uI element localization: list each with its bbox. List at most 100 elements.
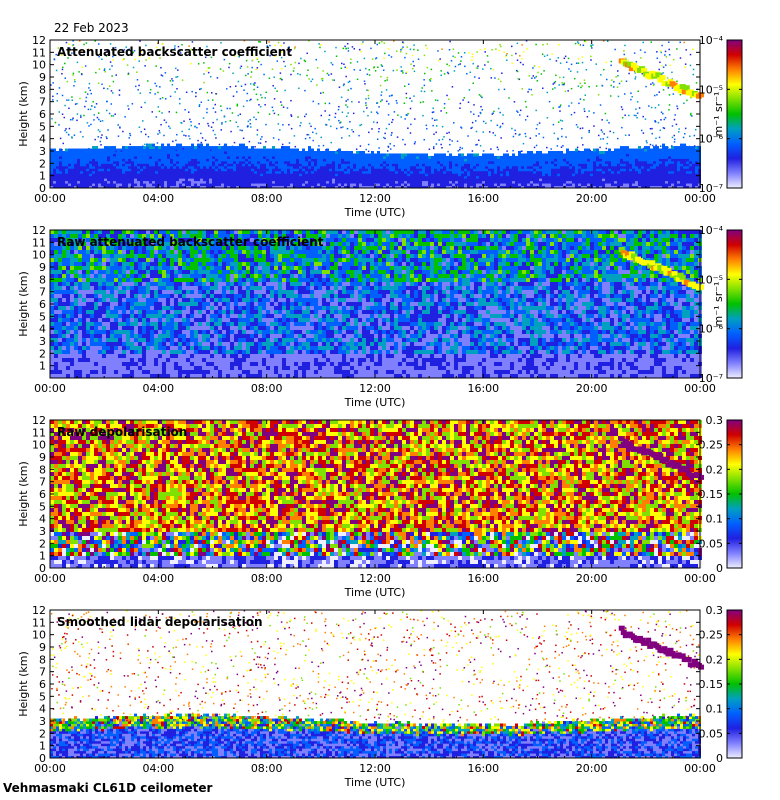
y-tick-label: 9 — [39, 641, 46, 654]
y-tick-label: 9 — [39, 71, 46, 84]
x-axis-label: Time (UTC) — [344, 776, 406, 789]
y-tick-label: 2 — [39, 157, 46, 170]
y-tick-label: 6 — [39, 108, 46, 121]
y-tick-label: 3 — [39, 335, 46, 348]
y-tick-label: 6 — [39, 298, 46, 311]
y-tick-label: 10 — [32, 59, 46, 72]
x-tick-label: 16:00 — [467, 572, 499, 585]
y-tick-label: 7 — [39, 286, 46, 299]
x-tick-label: 00:00 — [34, 192, 66, 205]
colorbar-tick-label: 0 — [716, 562, 723, 575]
x-tick-label: 12:00 — [359, 762, 391, 775]
panel-title: Attenuated backscatter coefficient — [57, 45, 292, 59]
x-tick-label: 04:00 — [142, 572, 174, 585]
x-tick-label: 08:00 — [251, 572, 283, 585]
colorbar-tick-label: 10⁻⁴ — [699, 224, 724, 237]
y-tick-label: 1 — [39, 360, 46, 373]
x-tick-label: 20:00 — [576, 382, 608, 395]
colorbar-unit-label: m⁻¹ sr⁻¹ — [712, 92, 725, 137]
y-tick-label: 4 — [39, 133, 46, 146]
y-tick-label: 12 — [32, 414, 46, 427]
y-tick-label: 7 — [39, 666, 46, 679]
panel-title: Smoothed lidar depolarisation — [57, 615, 263, 629]
colorbar-tick-label: 0.25 — [699, 629, 724, 642]
colorbar-unit-label: m⁻¹ sr⁻¹ — [712, 282, 725, 327]
y-tick-label: 8 — [39, 463, 46, 476]
x-tick-label: 12:00 — [359, 572, 391, 585]
y-tick-label: 9 — [39, 261, 46, 274]
y-tick-label: 2 — [39, 537, 46, 550]
x-axis-label: Time (UTC) — [344, 586, 406, 599]
x-axis-label: Time (UTC) — [344, 396, 406, 409]
colorbar-tick-label: 0 — [716, 752, 723, 765]
colorbar-scale — [727, 40, 742, 188]
y-tick-label: 4 — [39, 323, 46, 336]
x-tick-label: 04:00 — [142, 762, 174, 775]
y-tick-label: 4 — [39, 513, 46, 526]
y-tick-label: 5 — [39, 120, 46, 133]
x-tick-label: 20:00 — [576, 192, 608, 205]
y-tick-label: 10 — [32, 249, 46, 262]
y-tick-label: 5 — [39, 310, 46, 323]
y-tick-label: 1 — [39, 170, 46, 183]
x-tick-label: 16:00 — [467, 762, 499, 775]
colorbar-tick-label: 0.15 — [699, 488, 724, 501]
y-tick-label: 3 — [39, 525, 46, 538]
y-tick-label: 12 — [32, 34, 46, 47]
y-tick-label: 11 — [32, 426, 46, 439]
x-tick-label: 16:00 — [467, 382, 499, 395]
colorbar-tick-label: 0.05 — [699, 727, 724, 740]
heatmap-field — [50, 230, 704, 378]
colorbar-tick-label: 0.15 — [699, 678, 724, 691]
heatmap-field — [50, 420, 704, 568]
x-tick-label: 20:00 — [576, 572, 608, 585]
y-tick-label: 7 — [39, 476, 46, 489]
y-tick-label: 1 — [39, 550, 46, 563]
y-tick-label: 8 — [39, 83, 46, 96]
y-tick-label: 1 — [39, 740, 46, 753]
y-tick-label: 4 — [39, 703, 46, 716]
colorbar-tick-label: 0.3 — [706, 604, 724, 617]
x-tick-label: 00:00 — [684, 572, 716, 585]
colorbar-tick-label: 0.05 — [699, 537, 724, 550]
y-tick-label: 2 — [39, 347, 46, 360]
colorbar-tick-label: 0.2 — [706, 463, 724, 476]
x-tick-label: 08:00 — [251, 382, 283, 395]
y-tick-label: 6 — [39, 488, 46, 501]
y-tick-label: 12 — [32, 224, 46, 237]
y-axis-label: Height (km) — [17, 461, 30, 527]
colorbar-tick-label: 0.1 — [706, 513, 724, 526]
x-tick-label: 04:00 — [142, 192, 174, 205]
x-tick-label: 00:00 — [34, 572, 66, 585]
panel-title: Raw attenuated backscatter coefficient — [57, 235, 324, 249]
y-axis-label: Height (km) — [17, 271, 30, 337]
x-tick-label: 20:00 — [576, 762, 608, 775]
colorbar-tick-label: 0.2 — [706, 653, 724, 666]
y-tick-label: 8 — [39, 273, 46, 286]
y-tick-label: 9 — [39, 451, 46, 464]
x-tick-label: 12:00 — [359, 382, 391, 395]
colorbar-tick-label: 0.25 — [699, 439, 724, 452]
y-tick-label: 2 — [39, 727, 46, 740]
x-tick-label: 08:00 — [251, 192, 283, 205]
colorbar-tick-label: 10⁻⁴ — [699, 34, 724, 47]
colorbar: 0 0.05 0.1 0.15 0.2 0.25 0.3 — [699, 414, 743, 575]
colorbar: 10⁻⁷10⁻⁶10⁻⁵10⁻⁴m⁻¹ sr⁻¹ — [699, 34, 742, 195]
colorbar-tick-label: 10⁻⁷ — [699, 372, 723, 385]
y-tick-label: 3 — [39, 145, 46, 158]
colorbar: 00.050.10.150.20.250.3 — [699, 604, 743, 765]
x-tick-label: 12:00 — [359, 192, 391, 205]
colorbar-tick-label: 0.3 — [706, 414, 724, 427]
x-tick-label: 00:00 — [34, 762, 66, 775]
y-tick-label: 10 — [32, 629, 46, 642]
y-axis-label: Height (km) — [17, 81, 30, 147]
y-tick-label: 11 — [32, 236, 46, 249]
y-tick-label: 7 — [39, 96, 46, 109]
y-tick-label: 8 — [39, 653, 46, 666]
colorbar-tick-label: 10⁻⁷ — [699, 182, 723, 195]
y-tick-label: 6 — [39, 678, 46, 691]
